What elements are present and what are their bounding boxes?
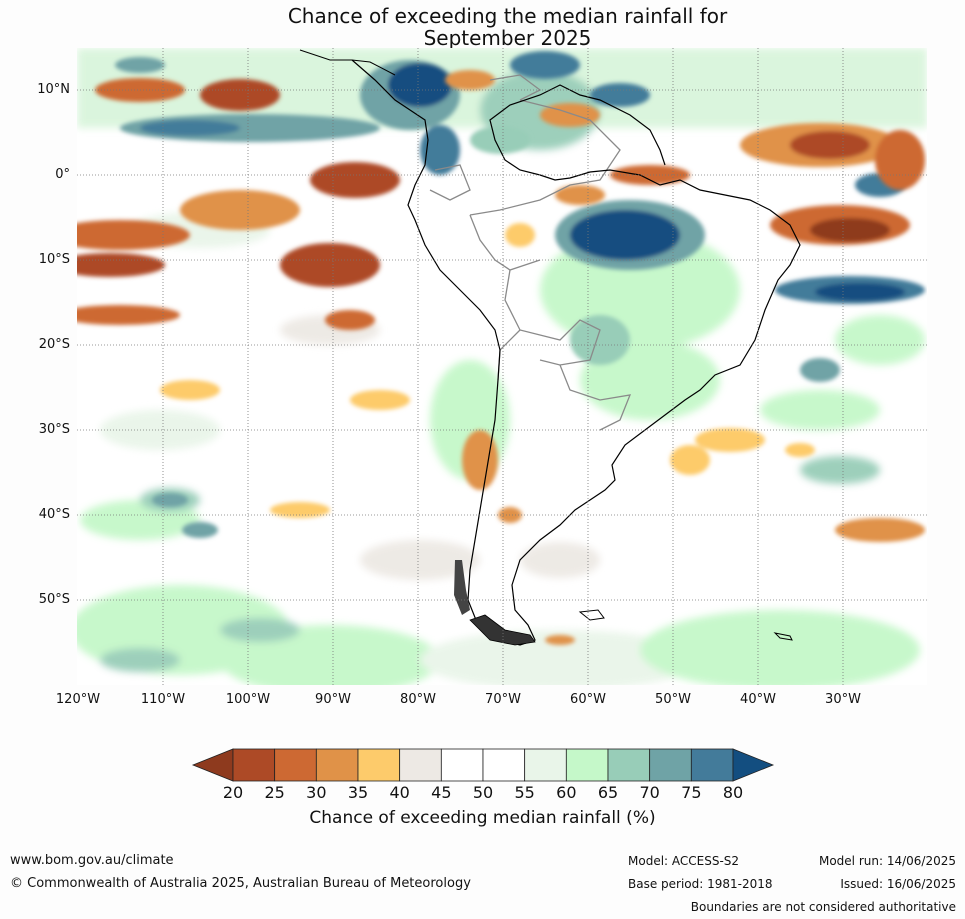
footer-model: Model: ACCESS-S2 xyxy=(628,854,740,868)
colorbar-tick-40: 40 xyxy=(389,783,410,802)
map-title-line2: September 2025 xyxy=(423,26,592,50)
anomaly-fields xyxy=(77,48,927,685)
colorbar-cell-45-50 xyxy=(440,748,484,782)
wet-anomalies xyxy=(115,51,925,538)
lon-label-80w: 80°W xyxy=(400,692,436,707)
colorbar-cell-65-70 xyxy=(607,748,651,782)
map-title-line1: Chance of exceeding the median rainfall … xyxy=(287,4,728,28)
lon-label-70w: 70°W xyxy=(485,692,521,707)
colorbar-tick-65: 65 xyxy=(597,783,619,802)
footer-base-period: Base period: 1981-2018 xyxy=(628,877,773,891)
tierra-del-fuego xyxy=(469,614,536,646)
colorbar-cell-25-30 xyxy=(274,748,317,782)
footer-website: www.bom.gov.au/climate xyxy=(10,853,174,868)
colorbar-cell-50-55 xyxy=(482,748,526,782)
south-america-coastline xyxy=(351,59,801,646)
graticule xyxy=(77,48,927,685)
colorbar-tick-20: 20 xyxy=(222,783,244,802)
colorbar-tick-80: 80 xyxy=(722,783,744,802)
colorbar-tick-75: 75 xyxy=(681,783,702,802)
chilean-archipelago xyxy=(454,560,470,615)
lat-label-30s: 30°S xyxy=(38,422,70,437)
colorbar-cell-55-60 xyxy=(524,748,567,782)
lat-label-10s: 10°S xyxy=(38,252,70,267)
lat-label-20s: 20°S xyxy=(38,337,70,352)
lat-label-10n: 10°N xyxy=(37,82,70,97)
colorbar-label: Chance of exceeding median rainfall (%) xyxy=(309,808,656,828)
colorbar-tick-55: 55 xyxy=(514,783,535,802)
footer-issued: Issued: 16/06/2025 xyxy=(840,877,956,891)
lon-label-50w: 50°W xyxy=(655,692,691,707)
colorbar-cell-30-35 xyxy=(315,748,359,782)
rainfall-map xyxy=(77,48,927,685)
lon-label-90w: 90°W xyxy=(315,692,351,707)
colorbar-tick-35: 35 xyxy=(347,783,369,802)
colorbar-cell-75-80 xyxy=(690,748,734,782)
lon-label-30w: 30°W xyxy=(825,692,861,707)
colorbar-extension-low xyxy=(191,748,234,782)
lon-label-40w: 40°W xyxy=(740,692,776,707)
colorbar-cell-40-45 xyxy=(399,748,442,782)
footer-disclaimer: Boundaries are not considered authoritat… xyxy=(690,900,956,914)
lat-label-50s: 50°S xyxy=(38,592,70,607)
dry-anomalies xyxy=(77,70,925,645)
colorbar-tick-60: 60 xyxy=(556,783,577,802)
colorbar-tick-30: 30 xyxy=(306,783,327,802)
colorbar-tick-70: 70 xyxy=(639,783,660,802)
lon-label-100w: 100°W xyxy=(225,692,271,707)
lon-label-110w: 110°W xyxy=(140,692,186,707)
lat-label-0: 0° xyxy=(55,167,70,182)
lon-label-120w: 120°W xyxy=(55,692,101,707)
colorbar-cell-60-65 xyxy=(565,748,609,782)
central-america-coastline xyxy=(299,49,396,76)
colorbar-tick-45: 45 xyxy=(431,783,452,802)
colorbar-tick-50: 50 xyxy=(472,783,494,802)
colorbar-cell-20-25 xyxy=(232,748,276,782)
colorbar-tick-25: 25 xyxy=(264,783,285,802)
falkland-islands xyxy=(578,609,605,621)
country-boundaries xyxy=(429,74,632,431)
colorbar-extension-high xyxy=(732,748,775,782)
south-georgia xyxy=(773,632,793,641)
colorbar-cell-70-75 xyxy=(649,748,692,782)
footer-copyright: © Commonwealth of Australia 2025, Austra… xyxy=(10,876,471,891)
colorbar-cell-35-40 xyxy=(357,748,401,782)
lat-label-40s: 40°S xyxy=(38,507,70,522)
footer-model-run: Model run: 14/06/2025 xyxy=(818,854,956,868)
lon-label-60w: 60°W xyxy=(570,692,606,707)
